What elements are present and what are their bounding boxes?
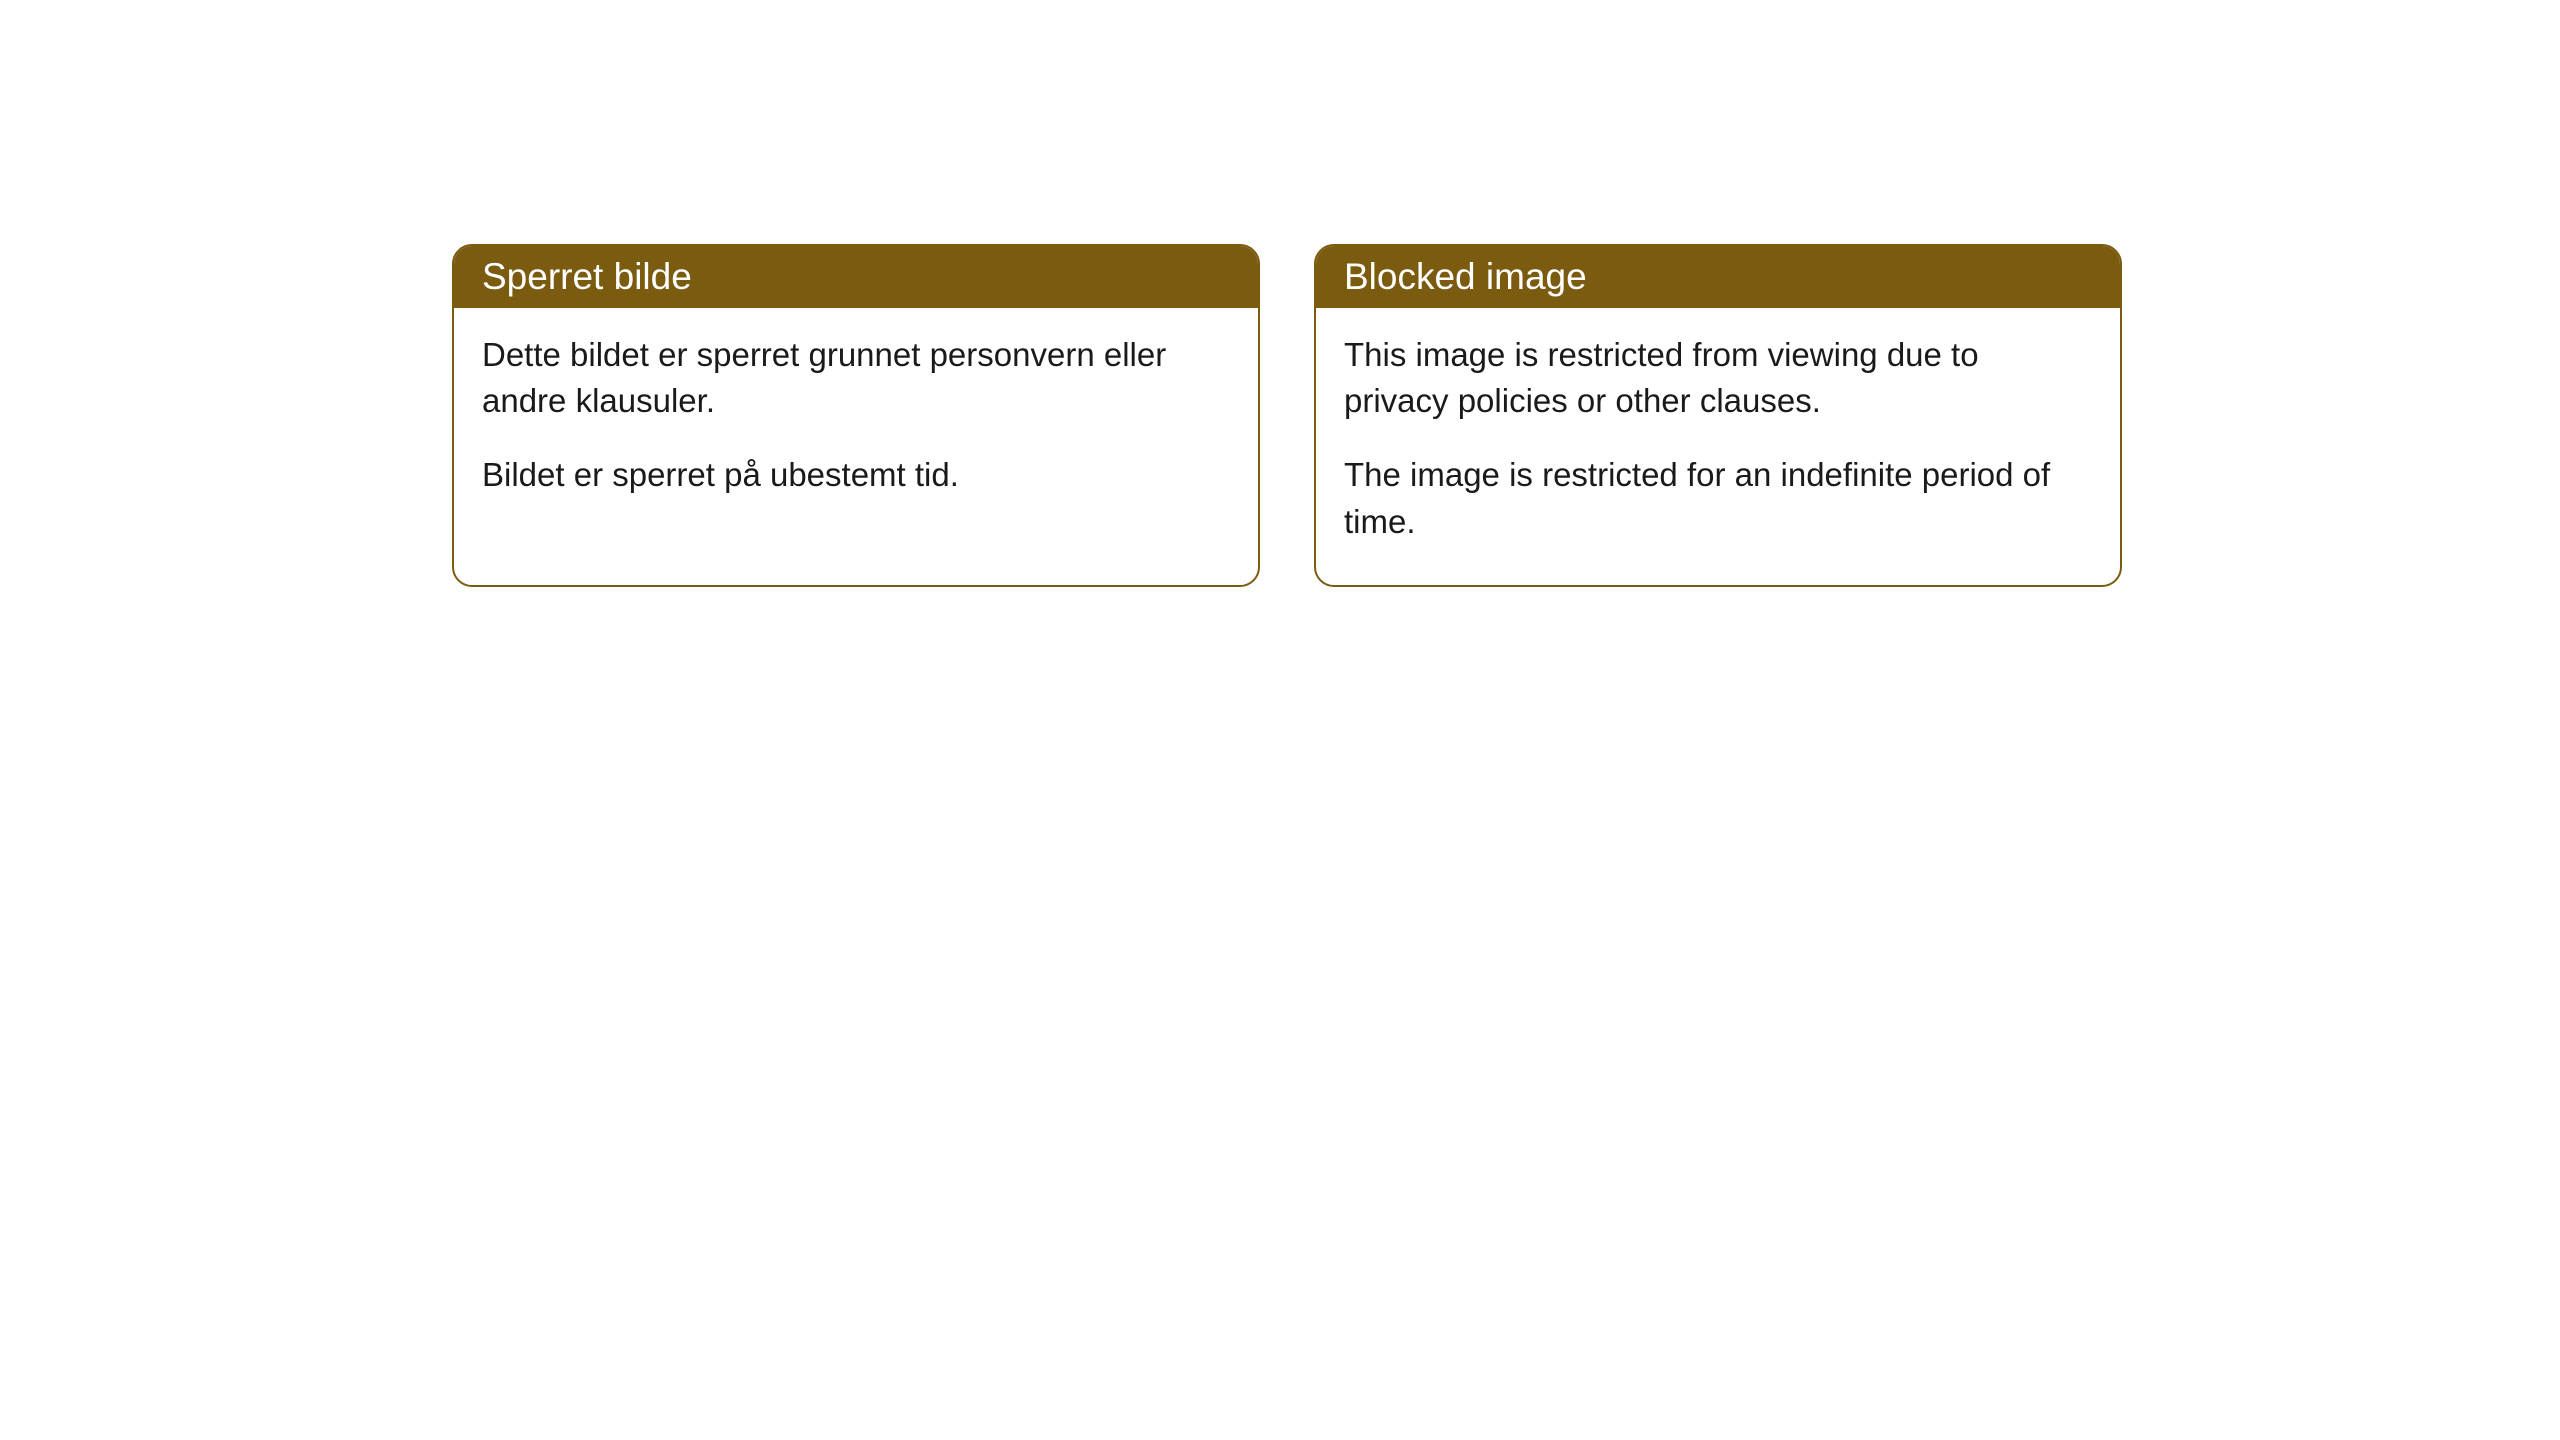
notice-header-english: Blocked image bbox=[1316, 246, 2120, 308]
notice-paragraph-1-norwegian: Dette bildet er sperret grunnet personve… bbox=[482, 332, 1230, 424]
notice-paragraph-2-english: The image is restricted for an indefinit… bbox=[1344, 452, 2092, 544]
notice-paragraph-1-english: This image is restricted from viewing du… bbox=[1344, 332, 2092, 424]
notice-title-english: Blocked image bbox=[1344, 256, 1587, 297]
notice-body-norwegian: Dette bildet er sperret grunnet personve… bbox=[454, 308, 1258, 539]
notice-paragraph-2-norwegian: Bildet er sperret på ubestemt tid. bbox=[482, 452, 1230, 498]
notice-card-norwegian: Sperret bilde Dette bildet er sperret gr… bbox=[452, 244, 1260, 587]
notice-title-norwegian: Sperret bilde bbox=[482, 256, 692, 297]
notice-container: Sperret bilde Dette bildet er sperret gr… bbox=[0, 0, 2560, 587]
notice-body-english: This image is restricted from viewing du… bbox=[1316, 308, 2120, 585]
notice-card-english: Blocked image This image is restricted f… bbox=[1314, 244, 2122, 587]
notice-header-norwegian: Sperret bilde bbox=[454, 246, 1258, 308]
